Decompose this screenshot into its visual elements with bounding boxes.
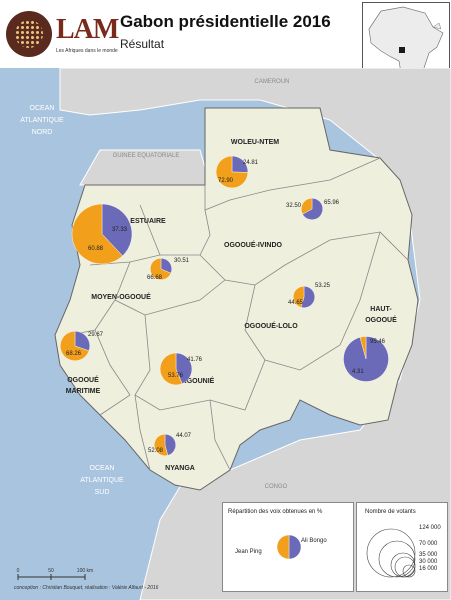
pie-ogoou-lolo: 53.25 44.65	[288, 283, 331, 308]
legend-slice-bongo	[288, 534, 302, 560]
province-label-ogooue-ivindo: OGOOUÉ-IVINDO	[224, 240, 283, 249]
province-label-woleu-ntem: WOLEU-NTEM	[231, 139, 279, 146]
pie-ngouni-: 41.76 53.76	[159, 352, 203, 386]
pie-value-ping: 52.08	[148, 448, 164, 454]
province-borders	[69, 157, 409, 471]
pie-value-bongo: 37.33	[112, 227, 128, 233]
province-label-ogooue-maritime-1: OGOOUÉ	[67, 375, 99, 384]
pie-slice-ping	[150, 258, 172, 280]
pie-value-ping: 68.26	[66, 351, 82, 357]
pie-ogoou-maritime: 29.67 68.26	[60, 331, 104, 361]
province-label-moyen-ogooue: MOYEN-OGOOUÉ	[91, 292, 151, 301]
sea-south-line-1: OCEAN	[90, 465, 115, 472]
label-cameroun: CAMEROUN	[254, 79, 289, 85]
gabon-territory	[54, 107, 419, 491]
sea-north-line-3: NORD	[32, 129, 53, 136]
pie-value-ping: 44.65	[288, 300, 304, 306]
pie-value-bongo: 29.67	[88, 332, 104, 338]
pie-value-ping: 32.50	[286, 203, 302, 209]
header: LAM Les Afriques dans le monde Gabon pré…	[0, 0, 360, 68]
legend-size-title: Nombre de votants	[365, 509, 416, 515]
pie-slice-ping	[215, 155, 249, 189]
legend-slice-ping	[276, 534, 290, 560]
pie-value-bongo: 30.51	[174, 258, 190, 264]
pie-slice-ping	[154, 434, 169, 456]
pie-slice-ping	[301, 198, 313, 215]
province-label-haut-ogooue-1: HAUT-	[370, 306, 392, 313]
map-subtitle: Résultat	[120, 37, 165, 51]
pie-moyen-ogoou-: 30.51 66.68	[147, 258, 190, 281]
legend-pie-title: Répartition des voix obtenues en %	[228, 509, 323, 515]
scale-label-100: 100 km	[77, 568, 93, 574]
lam-logo	[6, 11, 52, 57]
legend-voter-count: Nombre de votants 124 000 70 000 35 000 …	[356, 502, 448, 592]
province-label-estuaire: ESTUAIRE	[130, 218, 166, 225]
sea-south-line-3: SUD	[95, 489, 110, 496]
sea-label-south: OCEAN ATLANTIQUE SUD	[80, 465, 124, 496]
legend-vote-share: Répartition des voix obtenues en % Ali B…	[222, 502, 354, 592]
scale-bar: 0 50 100 km	[17, 568, 93, 580]
pie-value-ping: 72.90	[218, 178, 234, 184]
pie-slice-bongo	[101, 203, 133, 257]
sea-north-line-1: OCEAN	[30, 105, 55, 112]
legend-size-value-3: 35 000	[419, 552, 438, 558]
pie-woleu-ntem: 24.81 72.90	[215, 155, 259, 189]
pie-estuaire: 37.33 60.88	[71, 203, 133, 265]
pie-slice-ping	[359, 336, 367, 360]
pie-ogoou-ivindo: 65.96 32.50	[286, 198, 340, 220]
pie-slice-ping	[159, 352, 183, 386]
pie-slice-bongo	[164, 434, 176, 456]
province-label-ogooue-maritime-2: MARITIME	[66, 388, 101, 395]
pie-haut-ogoou-: 95.46 4.31	[343, 336, 389, 382]
label-congo: CONGO	[265, 484, 288, 490]
pie-slice-ping	[293, 286, 305, 308]
pie-value-ping: 66.68	[147, 275, 163, 281]
legend-ping-label: Jean Ping	[235, 549, 262, 555]
province-label-haut-ogooue-2: OGOOUÉ	[365, 315, 397, 324]
pie-slice-ping	[60, 331, 90, 361]
pie-value-bongo: 65.96	[324, 200, 340, 206]
scale-label-50: 50	[48, 568, 54, 574]
pie-value-bongo: 53.25	[315, 283, 331, 289]
sea-label-north: OCEAN ATLANTIQUE NORD	[20, 105, 64, 136]
pie-slice-bongo	[300, 286, 315, 308]
legend-bongo-label: Ali Bongo	[301, 538, 327, 544]
province-label-ogooue-lolo: OGOOUÉ-LOLO	[244, 321, 298, 330]
pie-value-bongo: 95.46	[370, 339, 386, 345]
sea-north-line-2: ATLANTIQUE	[20, 117, 64, 124]
pie-slice-bongo	[74, 331, 90, 352]
pie-value-ping: 60.88	[88, 246, 104, 252]
pie-value-bongo: 24.81	[243, 160, 259, 166]
pie-value-bongo: 41.76	[187, 357, 203, 363]
province-label-ngounie: NGOUNIÉ	[182, 376, 215, 385]
legend-size-value-1: 124 000	[419, 525, 441, 531]
pie-value-ping: 4.31	[352, 369, 364, 375]
province-label-nyanga: NYANGA	[165, 465, 195, 472]
legend-size-circles	[366, 528, 416, 578]
legend-size-value-5: 16 000	[419, 566, 438, 572]
logo-tagline: Les Afriques dans le monde	[56, 48, 118, 54]
map-title: Gabon présidentielle 2016	[120, 12, 331, 31]
pie-slice-bongo	[175, 352, 193, 384]
sea-south-line-2: ATLANTIQUE	[80, 477, 124, 484]
pie-value-bongo: 44.07	[176, 433, 192, 439]
pie-value-ping: 53.76	[168, 373, 184, 379]
legend-size-value-2: 70 000	[419, 541, 438, 547]
pie-nyanga: 44.07 52.08	[148, 433, 192, 456]
legend-size-value-4: 30 000	[419, 559, 438, 565]
province-pie-charts: 37.33 60.88 24.81 72.90 65.96 32.50 30.51 66.68…	[60, 155, 389, 456]
scale-label-0: 0	[17, 568, 20, 574]
pie-slice-bongo	[302, 198, 323, 220]
credits: conception : Christian Bouquet, réalisat…	[14, 585, 159, 591]
label-guinee-equatoriale: GUINEE EQUATORIALE	[113, 153, 180, 159]
logo-text: LAM	[56, 14, 119, 45]
legend-pie	[276, 534, 302, 560]
